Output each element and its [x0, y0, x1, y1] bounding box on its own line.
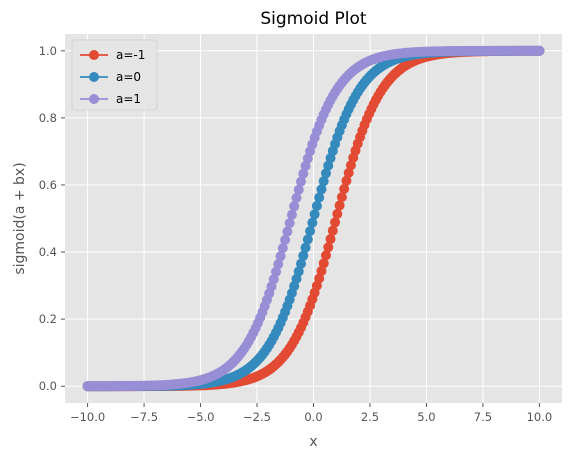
legend-marker: [89, 72, 99, 82]
y-tick-label: 1.0: [39, 44, 57, 58]
data-point: [332, 208, 343, 219]
data-point: [311, 200, 322, 211]
grid-lines: [65, 34, 562, 403]
data-point: [336, 192, 347, 203]
data-point: [284, 218, 295, 229]
legend-label: a=-1: [116, 48, 145, 62]
y-axis-label: sigmoid(a + bx): [12, 162, 28, 274]
legend-marker: [89, 50, 99, 60]
x-axis-ticks: −10.0 −7.5 −5.0 −2.5 0.0 2.5 5.0 7.5 10.0: [70, 403, 552, 424]
data-point: [298, 250, 309, 261]
x-tick-label: 10.0: [527, 410, 553, 424]
data-point: [323, 242, 334, 253]
data-point: [293, 184, 304, 195]
data-point: [316, 184, 327, 195]
data-point: [339, 183, 350, 194]
x-tick-label: −10.0: [70, 410, 105, 424]
x-tick-label: 7.5: [474, 410, 492, 424]
data-point: [318, 258, 329, 269]
y-tick-label: 0.8: [39, 111, 57, 125]
data-point: [307, 217, 318, 228]
data-point: [325, 234, 336, 245]
data-point: [300, 242, 311, 253]
data-point: [534, 45, 545, 56]
y-tick-label: 0.6: [39, 178, 57, 192]
data-point: [343, 167, 354, 178]
data-point: [280, 234, 291, 245]
data-point: [286, 209, 297, 220]
legend: a=-1 a=0 a=1: [71, 39, 158, 111]
data-point: [282, 226, 293, 237]
data-point: [330, 217, 341, 228]
data-point: [341, 175, 352, 186]
legend-item: a=-1: [80, 48, 145, 62]
data-point: [314, 192, 325, 203]
data-point: [271, 266, 282, 277]
data-point: [296, 258, 307, 269]
data-point: [305, 226, 316, 237]
data-point: [320, 250, 331, 261]
y-tick-label: 0.2: [39, 312, 57, 326]
data-point: [309, 209, 320, 220]
data-point: [291, 192, 302, 203]
data-point: [320, 168, 331, 179]
data-point: [273, 259, 284, 270]
y-tick-label: 0.4: [39, 245, 57, 259]
data-point: [298, 168, 309, 179]
data-point: [275, 251, 286, 262]
data-point: [334, 200, 345, 211]
data-point: [289, 201, 300, 212]
legend-label: a=1: [116, 92, 141, 106]
x-tick-label: −5.0: [187, 410, 215, 424]
x-axis-label: x: [309, 434, 317, 450]
data-point: [277, 243, 288, 254]
data-point: [327, 225, 338, 236]
x-tick-label: 0.0: [304, 410, 322, 424]
data-point: [296, 176, 307, 187]
legend-item: a=0: [80, 70, 141, 84]
chart-title: Sigmoid Plot: [260, 9, 367, 29]
y-tick-label: 0.0: [39, 379, 57, 393]
x-tick-label: −2.5: [243, 410, 271, 424]
series-a=1: [82, 45, 545, 392]
data-point: [318, 176, 329, 187]
data-point: [293, 266, 304, 277]
legend-item: a=1: [80, 92, 141, 106]
x-tick-label: 2.5: [361, 410, 379, 424]
data-point: [316, 266, 327, 277]
series-layer: [82, 45, 545, 392]
legend-marker: [89, 94, 99, 104]
legend-label: a=0: [116, 70, 141, 84]
x-tick-label: 5.0: [417, 410, 435, 424]
x-tick-label: −7.5: [130, 410, 158, 424]
y-axis-ticks: 0.0 0.2 0.4 0.6 0.8 1.0: [39, 44, 65, 393]
data-point: [302, 234, 313, 245]
